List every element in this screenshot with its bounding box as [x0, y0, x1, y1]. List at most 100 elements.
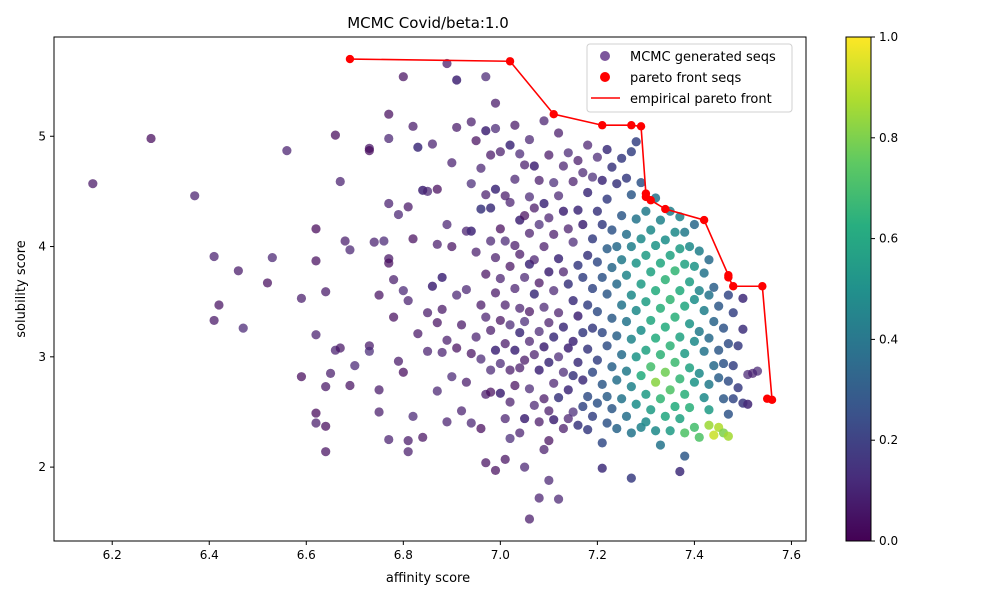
pareto-point: [627, 121, 636, 130]
scatter-point: [723, 376, 733, 386]
scatter-point: [621, 229, 632, 240]
scatter-point: [587, 323, 598, 333]
scatter-point: [553, 254, 564, 264]
scatter-point: [587, 172, 598, 182]
scatter-point: [505, 397, 515, 407]
scatter-point: [646, 267, 656, 277]
scatter-point: [384, 434, 394, 445]
pareto-point: [646, 196, 655, 205]
scatter-point: [529, 203, 539, 213]
scatter-point: [534, 175, 544, 185]
scatter-point: [641, 345, 651, 355]
scatter-point: [146, 133, 156, 144]
scatter-point: [689, 336, 700, 346]
scatter-point: [282, 145, 292, 156]
scatter-point: [626, 334, 636, 344]
scatter-point: [442, 417, 452, 427]
pareto-point: [549, 109, 558, 119]
scatter-point: [452, 290, 462, 300]
scatter-point: [437, 347, 447, 358]
scatter-point: [398, 367, 408, 377]
scatter-point: [321, 447, 331, 457]
scatter-point: [374, 407, 384, 417]
scatter-point: [393, 356, 404, 366]
scatter-point: [408, 234, 418, 244]
scatter-point: [675, 374, 685, 384]
scatter-point: [384, 109, 394, 119]
scatter-point: [262, 278, 273, 288]
scatter-point: [335, 343, 345, 353]
scatter-point: [553, 308, 564, 318]
scatter-point: [476, 204, 486, 214]
legend-label-mcmc: MCMC generated seqs: [630, 50, 776, 65]
scatter-point: [544, 318, 554, 328]
scatter-point: [607, 313, 617, 323]
scatter-point: [660, 322, 670, 332]
pareto-point: [758, 282, 767, 291]
scatter-point: [486, 150, 496, 160]
scatter-point: [665, 250, 675, 260]
scatter-point: [505, 140, 515, 150]
scatter-point: [544, 406, 554, 416]
scatter-point: [723, 338, 733, 349]
pareto-point: [598, 121, 607, 130]
scatter-point: [621, 411, 632, 421]
scatter-point: [524, 192, 535, 202]
scatter-point: [539, 342, 549, 352]
scatter-point: [568, 370, 578, 381]
scatter-point: [568, 336, 578, 346]
scatter-point: [680, 428, 690, 438]
scatter-point: [626, 147, 636, 157]
scatter-point: [505, 320, 515, 330]
scatter-point: [408, 411, 418, 421]
y-axis: 2 3 4 5: [38, 129, 54, 474]
scatter-point: [447, 372, 457, 382]
scatter-point: [447, 241, 457, 252]
scatter-point: [214, 300, 224, 310]
scatter-point: [456, 320, 467, 330]
scatter-point: [233, 266, 243, 276]
scatter-point: [403, 447, 413, 457]
scatter-point: [636, 325, 646, 335]
scatter-point: [553, 494, 564, 504]
scatter-point: [364, 145, 374, 156]
scatter-point: [583, 187, 593, 198]
scatter-point: [267, 252, 277, 263]
scatter-point: [641, 206, 651, 216]
scatter-point: [393, 209, 404, 220]
scatter-point: [490, 465, 501, 476]
scatter-point: [641, 389, 651, 399]
scatter-point: [597, 219, 607, 230]
scatter-point: [675, 413, 685, 424]
scatter-point: [524, 384, 535, 394]
scatter-point: [587, 234, 598, 244]
scatter-point: [510, 345, 520, 355]
scatter-point: [578, 375, 588, 385]
scatter-point: [670, 312, 680, 322]
scatter-point: [651, 377, 661, 387]
scatter-point: [321, 421, 331, 431]
scatter-point: [733, 341, 743, 351]
scatter-point: [403, 295, 413, 306]
scatter-point: [626, 382, 636, 392]
scatter-point: [558, 267, 569, 277]
scatter-point: [670, 227, 680, 237]
scatter-point: [500, 191, 510, 201]
scatter-point: [597, 379, 607, 389]
scatter-point: [626, 290, 636, 300]
scatter-point: [655, 350, 666, 360]
scatter-point: [665, 426, 675, 436]
scatter-point: [452, 122, 462, 133]
scatter-point: [510, 174, 520, 184]
scatter-point: [515, 363, 525, 373]
scatter-point: [592, 152, 602, 162]
scatter-point: [500, 236, 510, 246]
scatter-point: [413, 142, 423, 152]
colorbar-tick-label: 0.2: [879, 433, 898, 447]
colorbar-ticks: 0.0 0.2 0.4 0.6 0.8 1.0: [871, 30, 898, 548]
scatter-point: [718, 323, 729, 333]
scatter-point: [684, 363, 695, 373]
colorbar-tick-label: 1.0: [879, 30, 898, 44]
scatter-point: [432, 386, 442, 396]
scatter-point: [481, 126, 491, 136]
